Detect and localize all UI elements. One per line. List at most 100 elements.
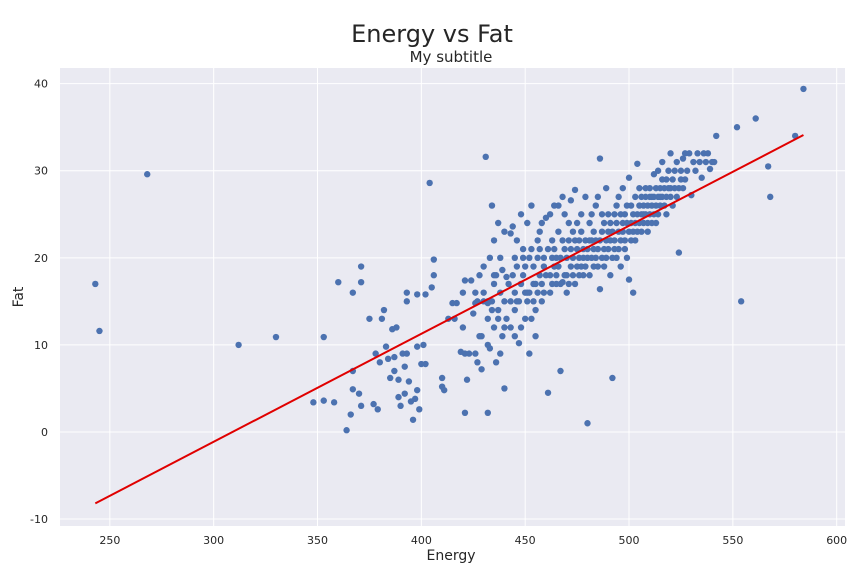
data-point: [652, 219, 660, 227]
data-point: [561, 245, 568, 253]
data-point: [538, 280, 545, 288]
data-point: [613, 202, 620, 209]
data-point: [416, 406, 423, 413]
data-point: [557, 254, 564, 262]
data-point: [349, 386, 357, 393]
data-point: [573, 219, 581, 227]
data-point: [559, 237, 566, 244]
data-point: [565, 219, 572, 227]
data-point: [320, 333, 327, 341]
data-point: [594, 245, 602, 253]
grid-lines: [60, 68, 845, 526]
data-point: [632, 237, 639, 244]
data-point: [465, 350, 473, 357]
data-point: [561, 211, 568, 218]
data-point: [330, 399, 338, 406]
data-point: [528, 202, 535, 209]
data-point: [343, 427, 350, 434]
data-point: [272, 333, 280, 341]
data-point: [366, 315, 373, 322]
data-point: [567, 263, 575, 270]
y-tick-label: -10: [30, 513, 48, 526]
data-point: [611, 211, 618, 218]
data-point: [507, 298, 514, 305]
data-point: [571, 186, 579, 194]
data-point: [592, 254, 599, 262]
data-point: [540, 289, 548, 296]
data-point: [413, 291, 421, 298]
data-point: [524, 298, 531, 305]
data-point: [413, 343, 421, 350]
data-point: [499, 332, 506, 340]
data-point: [474, 359, 481, 366]
data-point: [621, 245, 629, 253]
data-point: [492, 272, 500, 279]
data-point: [602, 184, 610, 192]
data-point: [511, 306, 519, 314]
data-point: [347, 411, 354, 418]
data-point: [548, 237, 556, 244]
data-point: [733, 124, 741, 131]
data-point: [459, 324, 467, 331]
data-point: [600, 263, 608, 270]
data-point: [494, 315, 502, 322]
data-point: [397, 402, 404, 410]
data-point: [438, 374, 446, 382]
data-point: [530, 298, 537, 305]
data-point: [384, 355, 392, 363]
data-point: [413, 386, 421, 394]
y-axis-label: Fat: [11, 286, 27, 307]
data-point: [677, 167, 685, 174]
data-point: [551, 245, 558, 253]
data-point: [636, 184, 643, 192]
data-point: [644, 228, 651, 235]
data-point: [395, 393, 402, 401]
data-point: [357, 278, 365, 286]
data-point: [663, 211, 670, 218]
data-point: [683, 167, 691, 174]
data-point: [559, 193, 566, 201]
data-point: [569, 228, 577, 235]
data-point: [573, 245, 581, 253]
data-point: [507, 324, 514, 331]
data-point: [582, 193, 589, 201]
data-point: [501, 228, 508, 235]
x-tick-label: 350: [307, 534, 328, 547]
data-point: [501, 324, 508, 331]
data-point: [594, 263, 602, 270]
data-point: [596, 285, 604, 293]
chart-subtitle: My subtitle: [410, 48, 493, 66]
data-point: [667, 193, 674, 201]
data-point: [511, 254, 519, 262]
data-point: [602, 254, 610, 262]
data-point: [673, 193, 680, 201]
data-point: [494, 219, 502, 227]
data-point: [538, 219, 545, 227]
data-point: [532, 332, 539, 340]
y-tick-label: 40: [34, 78, 48, 91]
data-point: [517, 324, 525, 331]
data-point: [532, 280, 539, 288]
data-point: [96, 327, 103, 335]
x-tick-label: 550: [722, 534, 743, 547]
data-point: [476, 272, 483, 279]
data-point: [526, 289, 533, 296]
data-point: [659, 158, 666, 166]
data-point: [538, 298, 545, 305]
y-tick-label: 30: [34, 165, 48, 178]
data-point: [405, 378, 413, 385]
data-point: [310, 399, 317, 406]
data-point: [546, 289, 554, 296]
data-point: [540, 254, 548, 262]
data-point: [609, 374, 616, 382]
data-point: [613, 219, 620, 227]
data-point: [584, 420, 591, 427]
data-point: [335, 278, 342, 286]
data-point: [646, 184, 653, 192]
data-point: [800, 85, 807, 93]
data-point: [472, 289, 479, 296]
data-point: [501, 385, 508, 392]
data-point: [698, 174, 705, 181]
data-point: [484, 409, 492, 417]
data-point: [615, 193, 622, 201]
